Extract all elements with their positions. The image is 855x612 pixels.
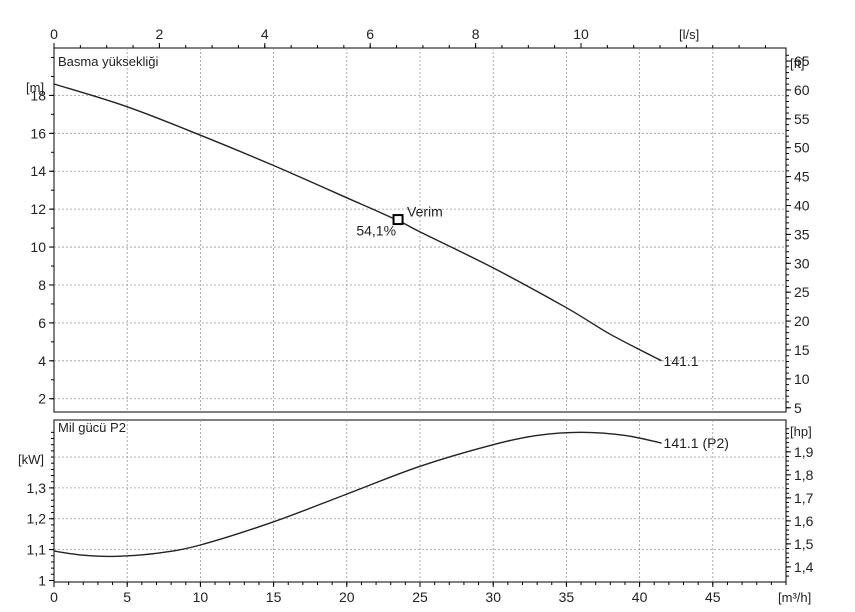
efficiency-label: Verim [407, 204, 443, 220]
bottom-x-tick-label: 40 [632, 589, 648, 605]
head-right-tick-label: 20 [794, 313, 810, 329]
power-right-tick-label: 1,5 [794, 536, 814, 552]
head-grid [54, 48, 786, 412]
bottom-x-unit-label: [m³/h] [778, 590, 811, 605]
bottom-x-tick-label: 35 [559, 589, 575, 605]
top-x-tick-label: 8 [472, 26, 480, 42]
bottom-x-tick-label: 25 [412, 589, 428, 605]
head-left-tick-label: 18 [30, 87, 46, 103]
head-left-tick-label: 16 [30, 125, 46, 141]
head-axes: 2 4 6 8 10 12 14 16 18 5 10 15 20 25 30 35 40 45 50 55 60 65 0… [30, 26, 809, 416]
bottom-x-tick-label: 30 [485, 589, 501, 605]
bottom-x-tick-label: 5 [123, 589, 131, 605]
power-curve-label: 141.1 (P2) [664, 435, 729, 451]
head-right-tick-label: 50 [794, 140, 810, 156]
head-left-tick-label: 8 [38, 277, 46, 293]
power-panel-title: Mil gücü P2 [58, 420, 126, 435]
head-left-tick-label: 10 [30, 239, 46, 255]
power-grid [54, 420, 786, 582]
power-axes: 0 5 10 15 20 25 30 35 40 45 1 1,1 1,2 1,3 1,4 1,5 1,6 1,7… [27, 428, 814, 605]
power-right-tick-label: 1,4 [794, 559, 814, 575]
power-left-tick-label: 1 [38, 572, 46, 588]
efficiency-value: 54,1% [356, 223, 396, 239]
power-right-tick-label: 1,9 [794, 444, 814, 460]
head-right-tick-label: 5 [794, 400, 802, 416]
head-curve-label: 141.1 [664, 353, 699, 369]
power-curve-group: 141.1 (P2) [53, 431, 729, 558]
power-curve-line [53, 431, 662, 558]
head-panel-title: Basma yüksekliği [58, 54, 159, 69]
head-right-unit-label: [ft] [790, 56, 804, 71]
head-left-tick-label: 12 [30, 201, 46, 217]
head-right-tick-label: 35 [794, 226, 810, 242]
power-left-tick-label: 1,3 [27, 480, 47, 496]
head-curve-group: 141.1 Verim 54,1% [53, 83, 699, 369]
head-left-unit-label: [m] [26, 80, 44, 95]
head-right-tick-label: 40 [794, 198, 810, 214]
top-x-tick-label: 6 [366, 26, 374, 42]
top-x-tick-label: 0 [50, 26, 58, 42]
head-right-tick-label: 55 [794, 111, 810, 127]
power-right-tick-label: 1,8 [794, 467, 814, 483]
power-right-tick-label: 1,6 [794, 513, 814, 529]
head-right-tick-label: 60 [794, 82, 810, 98]
head-right-tick-label: 10 [794, 371, 810, 387]
efficiency-marker [392, 214, 404, 226]
head-left-tick-label: 4 [38, 353, 46, 369]
head-right-tick-label: 30 [794, 255, 810, 271]
bottom-x-tick-label: 20 [339, 589, 355, 605]
head-right-tick-label: 25 [794, 284, 810, 300]
top-x-tick-label: 10 [573, 26, 589, 42]
head-right-tick-label: 65 [794, 53, 810, 69]
head-panel: 2 4 6 8 10 12 14 16 18 5 10 15 20 25 30 35 40 45 50 55 60 65 0… [26, 26, 810, 416]
bottom-x-tick-label: 15 [266, 589, 282, 605]
power-left-tick-label: 1,1 [27, 542, 47, 558]
power-left-unit-label: [kW] [18, 452, 44, 467]
head-left-tick-label: 14 [30, 163, 46, 179]
head-left-tick-label: 2 [38, 391, 46, 407]
bottom-x-tick-label: 10 [193, 589, 209, 605]
power-right-tick-label: 1,7 [794, 490, 814, 506]
bottom-x-tick-label: 45 [705, 589, 721, 605]
top-x-tick-label: 2 [156, 26, 164, 42]
bottom-x-tick-label: 0 [50, 589, 58, 605]
head-right-tick-label: 45 [794, 169, 810, 185]
head-left-tick-label: 6 [38, 315, 46, 331]
power-right-unit-label: [hp] [790, 424, 812, 439]
top-x-tick-label: 4 [261, 26, 269, 42]
top-x-unit-label: [l/s] [679, 27, 699, 42]
head-right-tick-label: 15 [794, 342, 810, 358]
power-panel: 0 5 10 15 20 25 30 35 40 45 1 1,1 1,2 1,3 1,4 1,5 1,6 1,7… [18, 419, 814, 605]
power-left-tick-label: 1,2 [27, 511, 47, 527]
